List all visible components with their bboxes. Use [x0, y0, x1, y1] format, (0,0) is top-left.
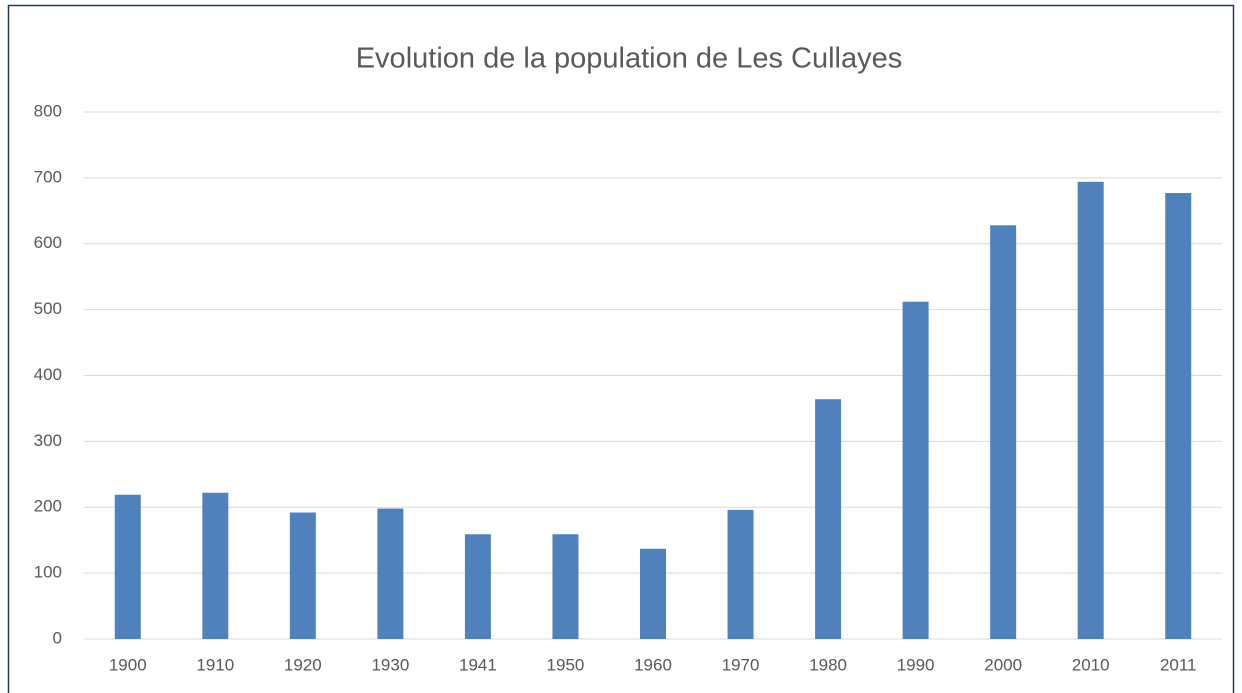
- bar: [990, 225, 1017, 639]
- chart-title: Evolution de la population de Les Cullay…: [356, 43, 903, 75]
- y-tick-label: 0: [53, 628, 62, 647]
- x-tick-label: 1970: [722, 655, 760, 674]
- bar: [1165, 193, 1192, 639]
- x-tick-label: 2010: [1072, 655, 1110, 674]
- x-tick-label: 1980: [809, 655, 847, 674]
- bar: [640, 548, 666, 639]
- x-tick-label: 1941: [459, 655, 497, 674]
- bar: [727, 509, 754, 639]
- y-tick-label: 800: [34, 101, 62, 120]
- y-tick-label: 700: [34, 167, 62, 186]
- y-tick-label: 300: [34, 431, 62, 450]
- bar: [902, 301, 929, 639]
- x-tick-label: 1990: [897, 655, 935, 674]
- x-tick-label: 2000: [984, 655, 1022, 674]
- y-tick-label: 500: [34, 299, 62, 318]
- y-tick-label: 400: [34, 365, 62, 384]
- bar: [289, 512, 316, 639]
- bar: [1077, 181, 1104, 639]
- bar: [377, 508, 404, 639]
- y-tick-label: 200: [34, 497, 62, 516]
- y-tick-label: 600: [34, 233, 62, 252]
- bar: [552, 534, 579, 639]
- x-tick-label: 1960: [634, 655, 672, 674]
- x-tick-label: 1910: [196, 655, 234, 674]
- x-tick-label: 1920: [284, 655, 322, 674]
- y-tick-label: 100: [34, 563, 62, 582]
- chart-frame: [7, 4, 1235, 693]
- x-tick-label: 2011: [1160, 655, 1197, 674]
- x-tick-label: 1900: [109, 655, 147, 674]
- x-tick-label: 1950: [547, 655, 585, 674]
- bar: [114, 494, 141, 639]
- bar: [202, 492, 229, 639]
- x-tick-label: 1930: [371, 655, 409, 674]
- bar: [464, 534, 491, 639]
- bar: [815, 399, 842, 639]
